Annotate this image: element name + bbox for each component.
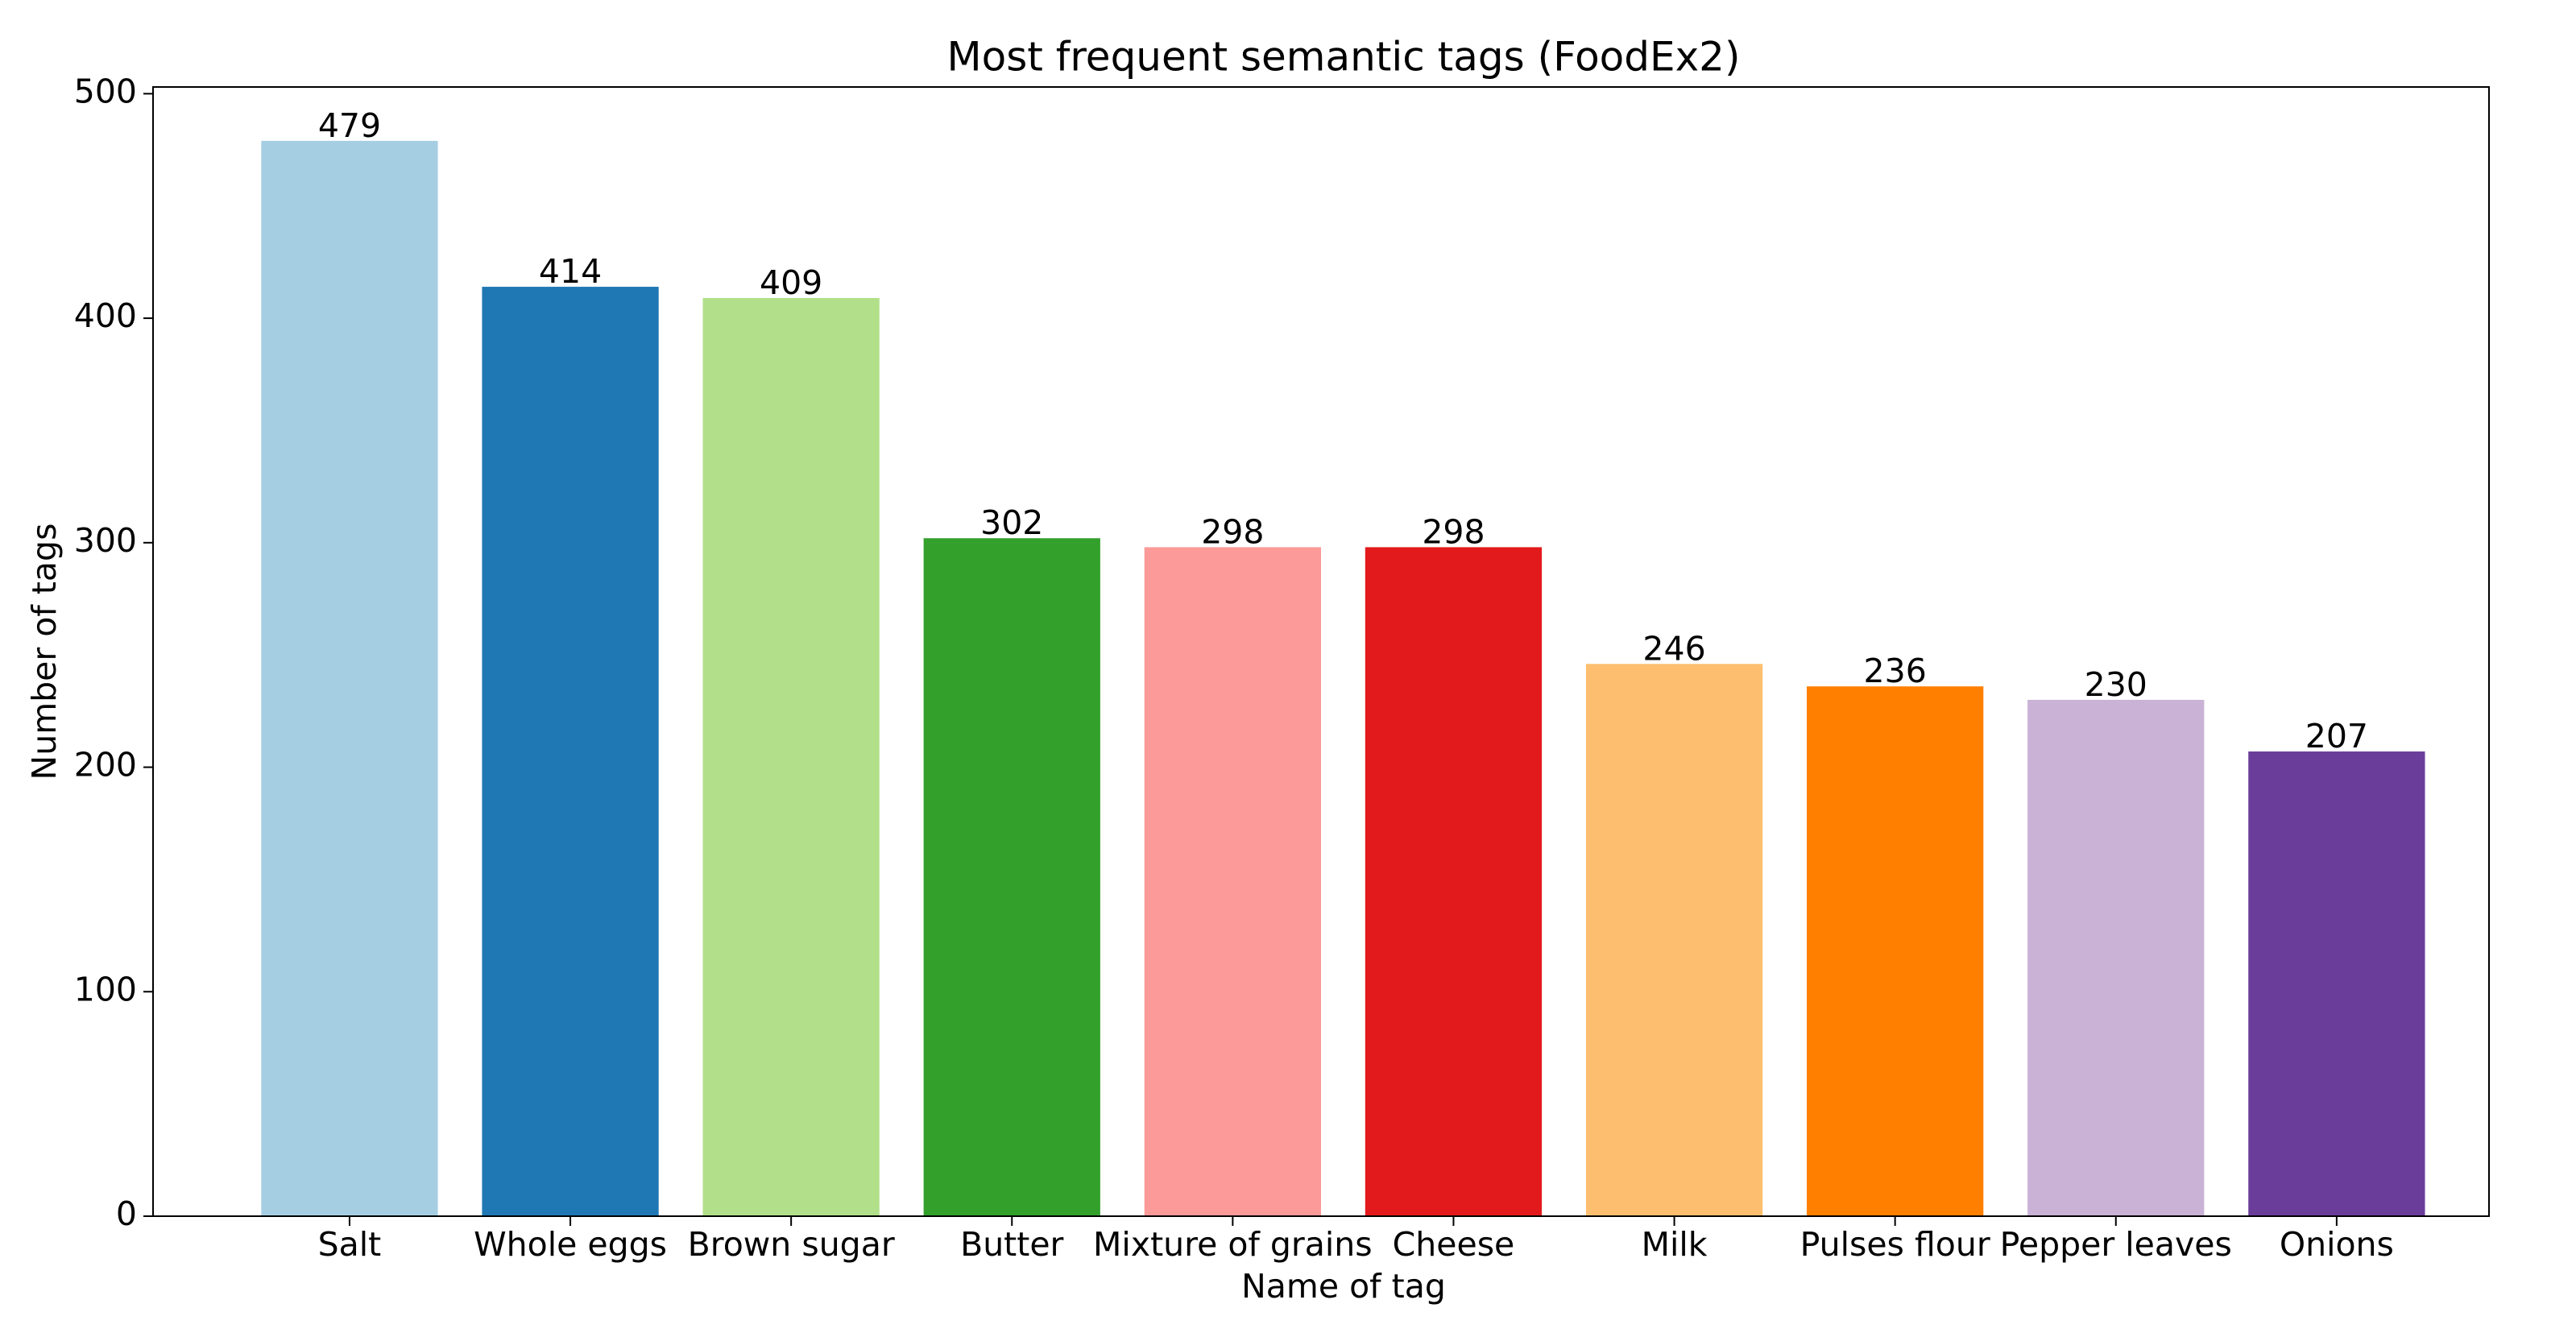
value-label: 230 bbox=[2085, 665, 2147, 704]
y-tick-label: 300 bbox=[74, 521, 137, 560]
value-label: 302 bbox=[980, 503, 1043, 542]
bar bbox=[2027, 699, 2205, 1216]
value-label: 236 bbox=[1864, 652, 1927, 690]
bar bbox=[2248, 751, 2425, 1216]
value-label: 409 bbox=[760, 263, 822, 302]
y-tick-label: 400 bbox=[74, 296, 137, 335]
chart-title: Most frequent semantic tags (FoodEx2) bbox=[946, 34, 1740, 81]
value-label: 298 bbox=[1422, 512, 1485, 551]
value-label: 479 bbox=[318, 106, 381, 145]
x-tick-label: Milk bbox=[1642, 1225, 1708, 1264]
plot-frame bbox=[152, 86, 2490, 1217]
bar bbox=[1807, 686, 1984, 1216]
y-tick-label: 500 bbox=[74, 72, 137, 110]
x-tick-label: Salt bbox=[318, 1225, 382, 1264]
x-tick-label: Butter bbox=[960, 1225, 1063, 1264]
bar bbox=[702, 298, 880, 1217]
y-tick-label: 100 bbox=[74, 970, 137, 1008]
x-tick-label: Cheese bbox=[1393, 1225, 1515, 1264]
x-tick-label: Pepper leaves bbox=[2000, 1225, 2232, 1264]
y-tick-label: 200 bbox=[74, 746, 137, 784]
bar bbox=[261, 140, 438, 1216]
bar bbox=[923, 538, 1100, 1216]
bar bbox=[482, 287, 659, 1216]
x-axis-label: Name of tag bbox=[1241, 1267, 1446, 1306]
bar bbox=[1144, 547, 1321, 1216]
x-tick-label: Pulses flour bbox=[1800, 1225, 1990, 1264]
x-tick-label: Whole eggs bbox=[474, 1225, 667, 1264]
value-label: 246 bbox=[1642, 629, 1705, 668]
bar bbox=[1365, 547, 1543, 1216]
bar bbox=[1585, 664, 1763, 1216]
value-label: 207 bbox=[2305, 717, 2368, 755]
y-tick-label: 0 bbox=[116, 1194, 137, 1233]
y-axis-label: Number of tags bbox=[25, 524, 64, 780]
x-tick-label: Onions bbox=[2280, 1225, 2394, 1264]
x-tick-label: Mixture of grains bbox=[1093, 1225, 1373, 1264]
value-label: 414 bbox=[539, 252, 602, 291]
value-label: 298 bbox=[1201, 512, 1264, 551]
x-tick-label: Brown sugar bbox=[688, 1225, 895, 1264]
